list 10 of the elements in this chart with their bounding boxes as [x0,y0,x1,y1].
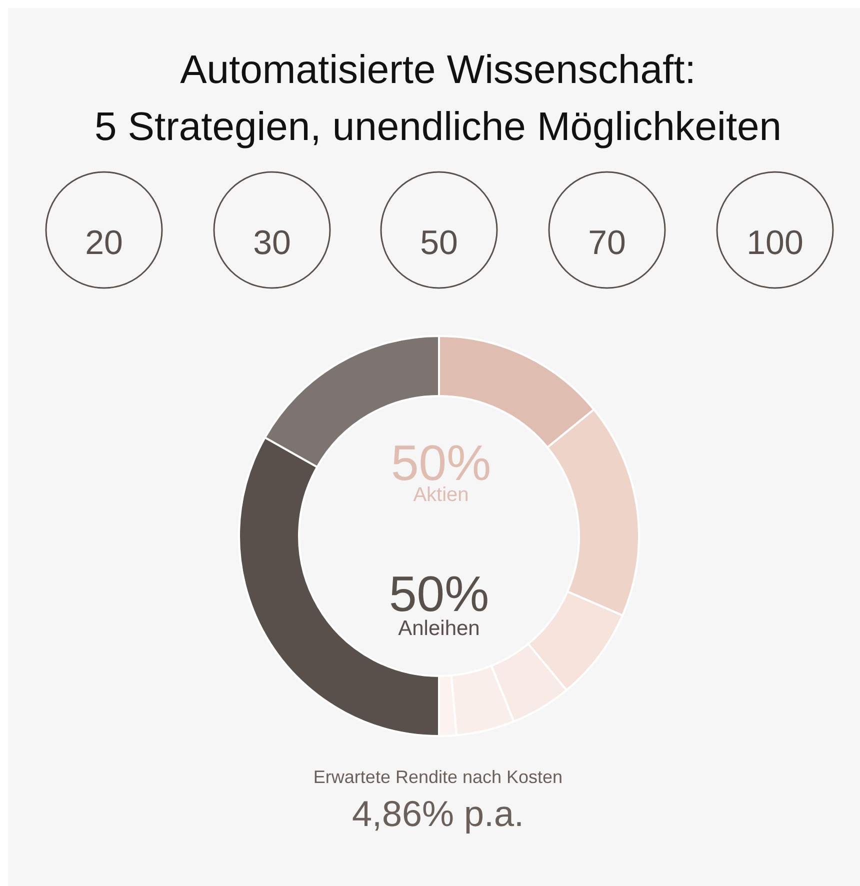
text: 100 [746,224,804,262]
chart-subtitle: 5 Strategien, unendliche Möglichkeiten [94,105,782,149]
text: 4,86% p.a. [352,793,524,834]
text: 50 [420,224,458,262]
text: 30 [253,224,291,262]
text: Anleihen [398,617,480,640]
chart-title: Automatisierte Wissenschaft: [180,48,696,92]
text: Erwartete Rendite nach Kosten [313,767,563,787]
text: 70 [588,224,626,262]
text: 20 [85,224,123,262]
